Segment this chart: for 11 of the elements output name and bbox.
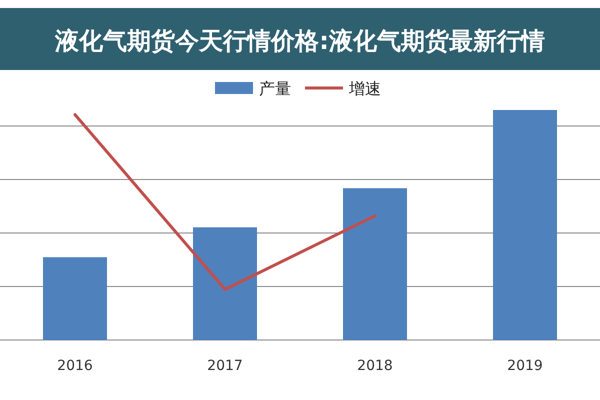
legend-label: 增速 — [348, 79, 381, 98]
bar — [43, 257, 107, 340]
x-tick-label: 2017 — [207, 358, 243, 374]
bar — [193, 227, 257, 340]
x-tick-label: 2018 — [357, 358, 393, 374]
legend-label: 产量 — [259, 79, 291, 98]
chart-title: 液化气期货今天行情价格:液化气期货最新行情 — [54, 27, 545, 55]
bar — [343, 188, 407, 340]
x-tick-label: 2019 — [507, 358, 543, 374]
x-tick-label: 2016 — [57, 358, 93, 374]
bar — [493, 110, 557, 340]
